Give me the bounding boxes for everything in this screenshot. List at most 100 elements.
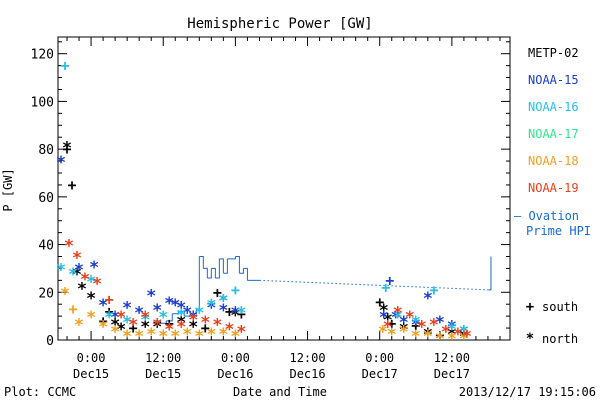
ovation-segment: [227, 256, 236, 260]
noaa-15-north-point: *: [146, 287, 156, 307]
chart-title: Hemispheric Power [GW]: [187, 16, 372, 32]
noaa-19-north-point: *: [72, 248, 82, 268]
metp-02-north-point: *: [423, 325, 433, 345]
metp-02-north-point: *: [218, 291, 228, 311]
noaa-18-north-point: *: [122, 327, 132, 347]
ovation-segment: [215, 258, 220, 279]
noaa-15-north-point: *: [379, 308, 389, 328]
x-tick-label-date: Dec16: [289, 367, 325, 381]
noaa-15-north-point: *: [182, 303, 192, 323]
footer-plot-credit: Plot: CCMC: [4, 385, 76, 399]
noaa-19-north-point: *: [417, 318, 427, 338]
noaa-15-north-point: *: [391, 308, 401, 328]
scatter-points: +*+***++** + * * + * * ++*+*++**+ * + * + * *** *** * **…: [56, 57, 472, 350]
ovation-segment: [488, 256, 492, 291]
x-tick-label-time: 0:00: [77, 351, 106, 365]
legend-entry-noaa-17: NOAA-17: [528, 127, 579, 141]
metp-02-south-point: +: [213, 283, 222, 301]
noaa-15-north-point: *: [134, 303, 144, 323]
noaa-19-north-point: *: [212, 315, 222, 335]
x-tick-label-time: 12:00: [289, 351, 325, 365]
noaa-15-north-point: *: [152, 301, 162, 321]
x-tick-label-time: 12:00: [145, 351, 181, 365]
noaa-18-north-point: *: [435, 330, 445, 350]
noaa-16-north-point: *: [447, 320, 457, 340]
metp-02-north-point: *: [459, 327, 469, 347]
metp-02-south-point: +: [201, 319, 210, 337]
ovation-segment: [239, 268, 244, 274]
noaa-19-north-point: *: [224, 320, 234, 340]
legend-ovation-line2: Prime HPI: [526, 224, 591, 238]
ovation-segment: [166, 313, 173, 322]
noaa-15-north-point: *: [230, 303, 240, 323]
x-tick-label-time: 0:00: [221, 351, 250, 365]
noaa-15-north-point: *: [74, 260, 84, 280]
noaa-18-north-point: *: [86, 308, 96, 328]
ovation-segment: [154, 320, 161, 324]
ovation-segment: [178, 310, 185, 317]
noaa-18-north-point: *: [170, 327, 180, 347]
noaa-18-north-point: *: [134, 327, 144, 347]
noaa-18-south-point: +: [69, 300, 78, 318]
noaa-19-north-point: *: [152, 315, 162, 335]
noaa-19-north-point: *: [453, 325, 463, 345]
noaa-18-north-point: *: [387, 325, 397, 345]
noaa-15-north-point: *: [188, 308, 198, 328]
noaa-19-north-point: *: [128, 315, 138, 335]
metp-02-north-point: *: [447, 325, 457, 345]
marker-legend-label-south: south: [542, 300, 578, 314]
noaa-16-north-point: *: [411, 313, 421, 333]
metp-02-north-point: *: [188, 318, 198, 338]
noaa-19-north-point: *: [429, 315, 439, 335]
metp-02-north-point: *: [230, 306, 240, 326]
noaa-19-north-point: *: [383, 318, 393, 338]
noaa-18-north-point: *: [110, 322, 120, 342]
x-tick-label-date: Dec17: [434, 367, 470, 381]
noaa-16-north-point: *: [206, 296, 216, 316]
noaa-19-north-point: *: [236, 322, 246, 342]
plot-frame: [57, 36, 511, 341]
noaa-15-north-point: *: [459, 322, 469, 342]
legend-entry-metp-02: METP-02: [528, 46, 579, 60]
noaa-19-north-point: *: [140, 308, 150, 328]
noaa-15-south-point: +: [385, 271, 394, 289]
noaa-18-north-point: *: [146, 325, 156, 345]
x-tick-label-date: Dec16: [217, 367, 253, 381]
ovation-segment: [219, 258, 224, 274]
noaa-19-north-point: *: [80, 270, 90, 290]
y-tick-label: 20: [38, 286, 54, 301]
noaa-15-north-point: *: [447, 318, 457, 338]
noaa-16-north-point: *: [86, 272, 96, 292]
legend-entry-noaa-15: NOAA-15: [528, 73, 579, 87]
noaa-15-north-point: *: [423, 289, 433, 309]
metp-02-north-point: *: [379, 301, 389, 321]
noaa-18-north-point: *: [60, 284, 70, 304]
metp-02-south-point: +: [411, 317, 420, 335]
y-tick-label: 100: [31, 95, 54, 110]
noaa-15-north-point: *: [98, 296, 108, 316]
noaa-18-north-point: *: [194, 327, 204, 347]
noaa-16-north-point: *: [68, 265, 78, 285]
noaa-15-north-point: *: [56, 153, 66, 173]
noaa-19-north-point: *: [462, 327, 472, 347]
noaa-16-north-point: *: [218, 291, 228, 311]
metp-02-north-point: *: [399, 320, 409, 340]
metp-02-south-point: +: [68, 176, 77, 194]
noaa-15-north-point: *: [399, 313, 409, 333]
noaa-15-north-point: *: [435, 313, 445, 333]
ovation-segment: [203, 267, 208, 278]
noaa-18-north-point: *: [423, 327, 433, 347]
noaa-16-north-point: *: [122, 313, 132, 333]
noaa-16-north-point: *: [158, 308, 168, 328]
noaa-18-north-point: *: [447, 330, 457, 350]
noaa-19-north-point: *: [188, 311, 198, 331]
noaa-18-north-point: *: [74, 315, 84, 335]
ovation-line: [154, 255, 492, 324]
noaa-19-north-point: *: [405, 308, 415, 328]
legend-entry-noaa-19: NOAA-19: [528, 181, 579, 195]
noaa-16-north-point: *: [140, 311, 150, 331]
noaa-15-north-point: *: [89, 258, 99, 278]
noaa-16-north-point: *: [459, 322, 469, 342]
noaa-16-north-point: *: [194, 303, 204, 323]
